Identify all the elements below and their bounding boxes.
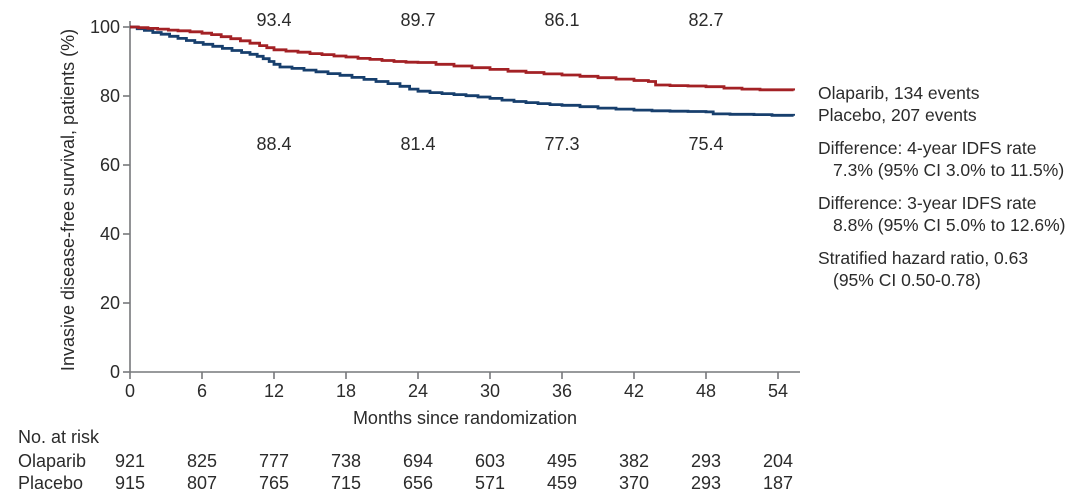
at-risk-table: No. at risk Olaparib 921 825 777 738 694 603 49… [18, 427, 793, 493]
x-tick-label: 54 [768, 381, 788, 401]
y-tick-label: 40 [100, 224, 120, 244]
olaparib-rate-label: 86.1 [544, 10, 579, 30]
at-risk-count: 293 [691, 473, 721, 493]
at-risk-count: 204 [763, 451, 793, 471]
at-risk-count: 382 [619, 451, 649, 471]
events-placebo: Placebo, 207 events [818, 105, 977, 125]
at-risk-count: 656 [403, 473, 433, 493]
x-tick-label: 0 [125, 381, 135, 401]
olaparib-rate-label: 82.7 [688, 10, 723, 30]
at-risk-count: 807 [187, 473, 217, 493]
y-tick-label: 0 [110, 362, 120, 382]
at-risk-count: 187 [763, 473, 793, 493]
at-risk-count: 738 [331, 451, 361, 471]
placebo-rate-label: 75.4 [688, 134, 723, 154]
x-tick-label: 42 [624, 381, 644, 401]
curve-placebo [130, 25, 795, 117]
at-risk-count: 293 [691, 451, 721, 471]
annotation-panel: Olaparib, 134 events Placebo, 207 events… [818, 82, 1065, 291]
at-risk-count: 495 [547, 451, 577, 471]
series-curves [130, 25, 795, 117]
stat-3yr-idfs: Difference: 3-year IDFS rate 8.8% (95% C… [818, 192, 1065, 236]
at-risk-count: 459 [547, 473, 577, 493]
y-tick-label: 20 [100, 293, 120, 313]
stat-4yr-idfs: Difference: 4-year IDFS rate 7.3% (95% C… [818, 137, 1065, 181]
at-risk-row-label: Placebo [18, 473, 83, 493]
x-tick-label: 36 [552, 381, 572, 401]
x-axis-title: Months since randomization [353, 408, 577, 428]
axes: 0 20 40 60 80 100 0 6 12 18 24 30 36 42 48 54 [90, 17, 800, 401]
stat-hr-value: (95% CI 0.50-0.78) [833, 270, 981, 290]
placebo-rate-label: 81.4 [400, 134, 435, 154]
stat-4yr-value: 7.3% (95% CI 3.0% to 11.5%) [833, 160, 1065, 180]
at-risk-count: 571 [475, 473, 505, 493]
at-risk-count: 694 [403, 451, 433, 471]
at-risk-count: 765 [259, 473, 289, 493]
x-tick-label: 30 [480, 381, 500, 401]
y-tick-label: 60 [100, 155, 120, 175]
y-tick-label: 80 [100, 86, 120, 106]
stat-3yr-value: 8.8% (95% CI 5.0% to 12.6%) [833, 215, 1066, 235]
y-axis-title: Invasive disease-free survival, patients… [58, 29, 78, 371]
at-risk-count: 921 [115, 451, 145, 471]
at-risk-count: 715 [331, 473, 361, 493]
y-tick-label: 100 [90, 17, 120, 37]
value-labels: 93.4 89.7 86.1 82.7 88.4 81.4 77.3 75.4 [256, 10, 723, 154]
stat-hr-title: Stratified hazard ratio, 0.63 [818, 248, 1029, 268]
at-risk-count: 603 [475, 451, 505, 471]
stat-4yr-title: Difference: 4-year IDFS rate [818, 138, 1037, 158]
x-tick-label: 48 [696, 381, 716, 401]
olaparib-rate-label: 89.7 [400, 10, 435, 30]
at-risk-count: 825 [187, 451, 217, 471]
placebo-rate-label: 77.3 [544, 134, 579, 154]
x-tick-label: 18 [336, 381, 356, 401]
at-risk-count: 777 [259, 451, 289, 471]
curve-olaparib [130, 25, 795, 92]
stat-3yr-title: Difference: 3-year IDFS rate [818, 193, 1037, 213]
placebo-rate-label: 88.4 [256, 134, 291, 154]
at-risk-row-label: Olaparib [18, 451, 86, 471]
events-olaparib: Olaparib, 134 events [818, 83, 980, 103]
x-tick-label: 24 [408, 381, 428, 401]
at-risk-title: No. at risk [18, 427, 100, 447]
at-risk-count: 370 [619, 473, 649, 493]
at-risk-count: 915 [115, 473, 145, 493]
x-tick-label: 6 [197, 381, 207, 401]
stat-hazard-ratio: Stratified hazard ratio, 0.63 (95% CI 0.… [818, 247, 1065, 291]
olaparib-rate-label: 93.4 [256, 10, 291, 30]
x-tick-label: 12 [264, 381, 284, 401]
